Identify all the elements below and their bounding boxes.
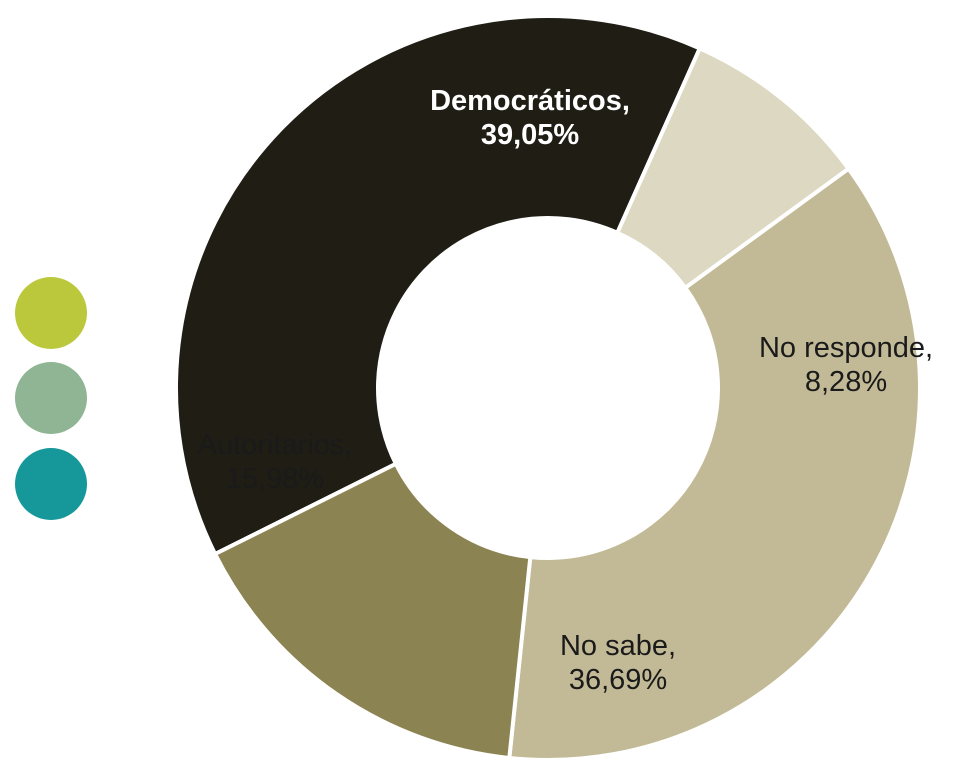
- slice-label-name: No sabe,: [560, 630, 676, 662]
- slice-label-name: Autoritarios,: [198, 429, 353, 461]
- donut-slices: [174, 14, 922, 760]
- slice-label-1: Democráticos, 39,05%: [430, 85, 630, 151]
- slice-labels: Democráticos, 39,05% No responde, 8,28% No s…: [198, 85, 933, 696]
- legend-dot-lime: [15, 277, 87, 349]
- legend-dot-teal: [15, 448, 87, 520]
- slice-label-name: No responde,: [759, 332, 933, 364]
- slice-label-3: No sabe, 36,69%: [560, 630, 676, 696]
- slice-label-name: Democráticos,: [430, 85, 630, 117]
- legend-dot-sage: [15, 362, 87, 434]
- donut-slice-3: [507, 165, 922, 760]
- slice-label-2: No responde, 8,28%: [759, 332, 933, 398]
- slice-label-value: 15,98%: [226, 463, 324, 495]
- slice-label-4: Autoritarios, 15,98%: [198, 429, 353, 495]
- slice-label-value: 39,05%: [481, 119, 580, 151]
- slice-label-value: 36,69%: [569, 664, 667, 696]
- slice-label-value: 8,28%: [805, 366, 887, 398]
- donut-slice-4: [212, 461, 533, 760]
- donut-slice-1: [174, 14, 703, 557]
